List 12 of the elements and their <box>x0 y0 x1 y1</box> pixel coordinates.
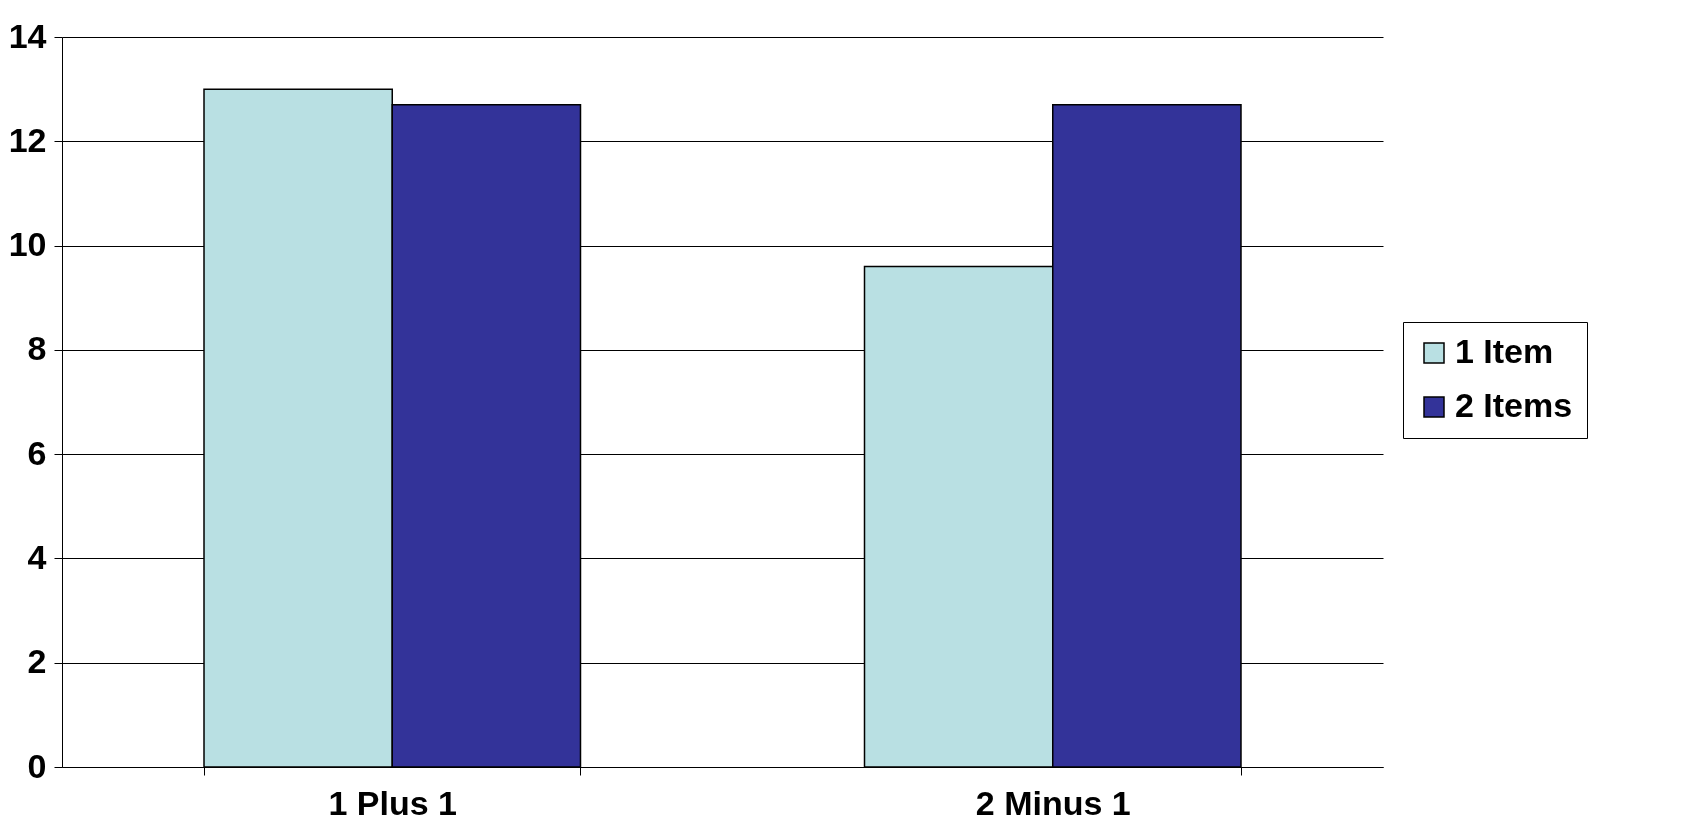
y-tick-label: 4 <box>27 537 47 576</box>
y-tick-label: 8 <box>27 329 47 368</box>
y-tick-label: 10 <box>8 225 47 264</box>
y-tick-label: 2 <box>27 642 47 681</box>
legend-label: 2 Items <box>1455 386 1573 424</box>
y-tick-label: 14 <box>8 16 47 55</box>
x-tick-label: 2 Minus 1 <box>975 783 1131 822</box>
legend-label: 1 Item <box>1455 332 1554 370</box>
x-tick-label: 1 Plus 1 <box>328 783 458 822</box>
y-tick-label: 0 <box>27 746 47 785</box>
y-tick-label: 12 <box>8 120 47 159</box>
y-tick-label: 6 <box>27 433 47 472</box>
